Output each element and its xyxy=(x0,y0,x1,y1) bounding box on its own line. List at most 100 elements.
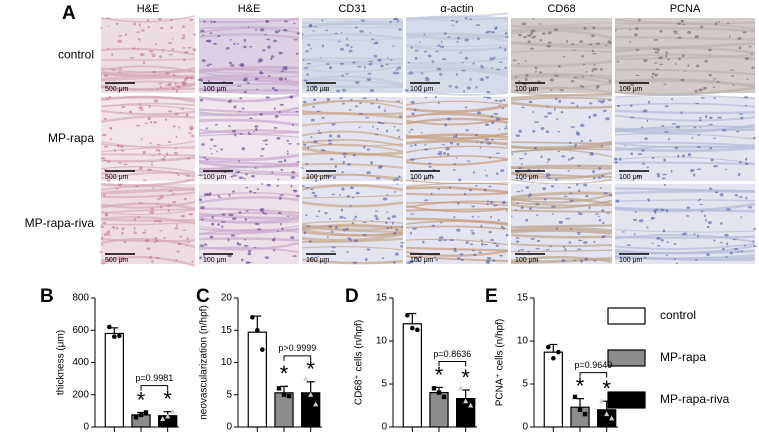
cell-nucleus xyxy=(135,124,141,127)
cell-nucleus xyxy=(525,218,529,222)
cell-nucleus xyxy=(514,209,518,211)
cell-nucleus xyxy=(477,215,480,218)
cell-nucleus xyxy=(546,173,551,177)
cell-nucleus xyxy=(598,215,600,218)
cell-nucleus xyxy=(549,78,554,82)
cell-nucleus xyxy=(198,174,204,177)
cell-nucleus xyxy=(420,132,423,134)
cell-nucleus xyxy=(490,238,494,242)
cell-nucleus xyxy=(218,196,222,198)
tissue-fiber xyxy=(198,159,300,166)
cell-nucleus xyxy=(395,72,400,75)
cell-nucleus xyxy=(110,137,112,141)
cell-nucleus xyxy=(167,204,172,207)
cell-nucleus xyxy=(473,253,477,257)
cell-nucleus xyxy=(453,135,458,138)
micrograph: 100 μm xyxy=(300,97,404,183)
cell-nucleus xyxy=(182,46,186,49)
cell-nucleus xyxy=(663,158,666,162)
cell-nucleus xyxy=(295,194,300,198)
cell-nucleus xyxy=(577,211,580,213)
cell-nucleus xyxy=(290,236,295,240)
cell-nucleus xyxy=(227,254,232,258)
cell-nucleus xyxy=(300,167,304,169)
tissue-fiber xyxy=(614,53,756,61)
cell-nucleus xyxy=(583,183,588,187)
cell-nucleus xyxy=(181,81,187,85)
cell-nucleus xyxy=(385,129,389,133)
tissue-fiber xyxy=(198,237,300,242)
cell-nucleus xyxy=(664,131,669,133)
tissue-fiber xyxy=(198,71,300,79)
cell-nucleus xyxy=(253,130,255,133)
cell-nucleus xyxy=(117,39,123,43)
bar xyxy=(543,351,563,428)
data-point xyxy=(604,411,610,417)
cell-nucleus xyxy=(580,140,584,142)
cell-nucleus xyxy=(279,196,282,200)
cell-nucleus xyxy=(593,64,596,66)
cell-nucleus xyxy=(189,18,194,22)
cell-nucleus xyxy=(377,166,382,169)
cell-nucleus xyxy=(341,187,345,191)
cell-nucleus xyxy=(282,66,288,68)
cell-nucleus xyxy=(548,245,552,247)
tissue-fiber xyxy=(405,88,509,96)
tissue-fiber xyxy=(510,21,613,28)
cell-nucleus xyxy=(510,215,513,218)
cell-nucleus xyxy=(274,30,279,34)
cell-nucleus xyxy=(149,255,153,259)
cell-nucleus xyxy=(120,145,124,148)
cell-nucleus xyxy=(662,229,666,233)
cell-nucleus xyxy=(280,222,282,226)
y-tick-label: 0 xyxy=(226,422,232,433)
cell-nucleus xyxy=(485,76,490,79)
cell-nucleus xyxy=(682,232,687,236)
cell-nucleus xyxy=(394,252,399,256)
cell-nucleus xyxy=(732,84,735,87)
scale-bar-label: 100 μm xyxy=(619,86,643,93)
cell-nucleus xyxy=(353,239,359,243)
cell-nucleus xyxy=(653,209,656,213)
cell-nucleus xyxy=(637,18,641,22)
cell-nucleus xyxy=(486,200,490,203)
cell-nucleus xyxy=(476,111,482,115)
cell-nucleus xyxy=(448,84,452,88)
cell-nucleus xyxy=(390,226,393,229)
cell-nucleus xyxy=(555,97,558,101)
tissue-fiber xyxy=(510,49,613,54)
cell-nucleus xyxy=(697,200,700,202)
cell-nucleus xyxy=(481,242,484,246)
micrograph: 100 μm xyxy=(510,92,613,185)
cell-nucleus xyxy=(412,177,415,181)
cell-nucleus xyxy=(376,127,379,130)
cell-nucleus xyxy=(559,89,564,92)
cell-nucleus xyxy=(319,57,322,59)
cell-nucleus xyxy=(374,214,378,218)
cell-nucleus xyxy=(225,47,230,50)
cell-nucleus xyxy=(675,125,681,129)
cell-nucleus xyxy=(483,243,488,246)
cell-nucleus xyxy=(547,112,552,115)
cell-nucleus xyxy=(244,173,249,176)
cell-nucleus xyxy=(101,236,103,240)
cell-nucleus xyxy=(244,218,248,221)
cell-nucleus xyxy=(141,231,147,234)
cell-nucleus xyxy=(697,234,699,238)
cell-nucleus xyxy=(607,40,612,44)
legend-label: control xyxy=(660,308,696,322)
cell-nucleus xyxy=(480,67,485,69)
cell-nucleus xyxy=(203,156,207,159)
data-point xyxy=(117,333,122,339)
cell-nucleus xyxy=(103,117,108,120)
cell-nucleus xyxy=(744,162,749,166)
cell-nucleus xyxy=(302,58,305,62)
cell-nucleus xyxy=(532,129,536,133)
tissue-fiber xyxy=(405,225,509,231)
cell-nucleus xyxy=(382,197,388,201)
cell-nucleus xyxy=(492,204,498,207)
cell-nucleus xyxy=(157,220,162,223)
cell-nucleus xyxy=(171,48,175,51)
cell-nucleus xyxy=(310,118,316,122)
cell-nucleus xyxy=(591,49,594,53)
